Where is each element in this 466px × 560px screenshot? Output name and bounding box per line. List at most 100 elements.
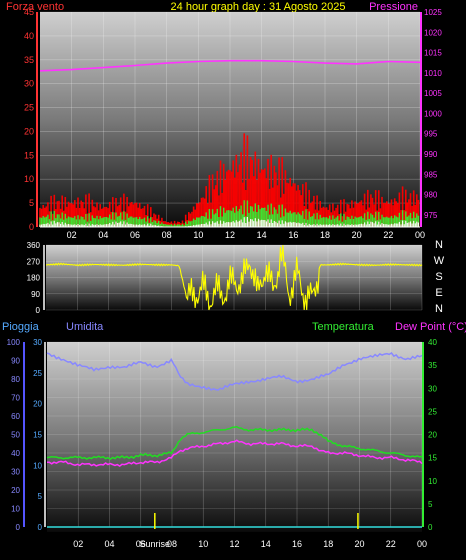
wind-min-series-bar (266, 221, 267, 227)
wind-min-series-bar (291, 223, 292, 227)
wind-min-series-bar (212, 221, 213, 227)
x-tick-label: 22 (383, 230, 393, 240)
wind-min-series-bar (123, 221, 124, 227)
x-tick-label: 00 (415, 230, 425, 240)
wind-min-series-bar (225, 223, 226, 227)
wind-min-series-bar (370, 222, 371, 227)
compass-label: N (435, 303, 443, 315)
wind-min-series-bar (374, 223, 375, 227)
y2-tick-label: 985 (424, 170, 438, 179)
humidity-tick-label: 0 (16, 523, 21, 532)
x-tick-label: 20 (352, 230, 362, 240)
humidity-tick-label: 20 (11, 486, 20, 495)
wind-min-series-bar (247, 217, 248, 227)
y-tick-label: 45 (24, 7, 34, 17)
x-tick-label: 22 (386, 539, 396, 549)
wind-min-series-bar (242, 222, 243, 227)
wind-min-series-bar (408, 222, 409, 227)
y2-tick-label: 990 (424, 150, 438, 159)
wind-min-series-bar (58, 222, 59, 227)
wind-min-series-bar (51, 221, 52, 227)
wind-min-series-bar (286, 223, 287, 228)
wind-min-series-bar (412, 224, 413, 228)
y-tick-label: 360 (27, 241, 41, 250)
temp-tick-label: 30 (428, 384, 437, 393)
wind-min-series-bar (258, 219, 259, 227)
y-tick-label: 10 (24, 174, 34, 184)
x-tick-label: 20 (354, 539, 364, 549)
wind-min-series-bar (120, 221, 121, 227)
wind-min-series-bar (47, 223, 48, 227)
y-tick-label: 30 (24, 79, 34, 89)
dewpoint-axis-title: Dew Point (°C) (395, 321, 466, 333)
y2-tick-label: 1010 (424, 69, 442, 78)
wind-min-series-bar (233, 221, 234, 227)
wind-min-series-bar (228, 222, 229, 227)
y-tick-label: 15 (24, 150, 34, 160)
rain-axis-title: Pioggia (2, 321, 40, 333)
compass-label: S (435, 271, 442, 283)
y-tick-label: 0 (29, 222, 34, 232)
wind-avg-series-bar (185, 222, 186, 227)
compass-labels: N W S E N (434, 239, 445, 315)
wind-min-series-bar (413, 221, 414, 227)
wind-min-series-bar (209, 221, 210, 227)
wind-min-series-bar (415, 223, 416, 227)
x-tick-label: 06 (130, 230, 140, 240)
wind-min-series-bar (112, 222, 113, 227)
wind-min-series-bar (375, 221, 376, 227)
sunrise-label: Sunrise (140, 539, 171, 549)
temp-tick-label: 5 (428, 500, 433, 509)
wind-min-series-bar (62, 222, 63, 227)
wind-min-series-bar (418, 223, 419, 228)
wind-min-series-bar (239, 221, 240, 227)
wind-min-series-bar (397, 224, 398, 227)
wind-min-series-bar (274, 221, 275, 227)
wind-min-series-bar (293, 222, 294, 227)
humidity-tick-label: 60 (11, 412, 20, 421)
temp-tick-label: 35 (428, 361, 437, 370)
wind-min-series-bar (255, 218, 256, 227)
wind-min-series-bar (305, 223, 306, 227)
x-tick-label: 18 (323, 539, 333, 549)
y2-tick-label: 1015 (424, 49, 442, 58)
y2-tick-label: 1005 (424, 89, 442, 98)
wind-min-series-bar (252, 219, 253, 227)
y-tick-label: 5 (29, 198, 34, 208)
wind-min-series-bar (260, 220, 261, 227)
wind-min-series-bar (237, 222, 238, 227)
y-tick-label: 25 (24, 103, 34, 113)
temp-tick-label: 20 (428, 431, 437, 440)
wind-min-series-bar (248, 222, 249, 227)
humidity-tick-label: 50 (11, 431, 20, 440)
wind-min-series-bar (399, 222, 400, 227)
wind-min-series-bar (256, 221, 257, 227)
wind-min-series-bar (214, 223, 215, 227)
wind-min-series-bar (54, 221, 55, 227)
wind-min-series-bar (57, 222, 58, 227)
rain-tick-label: 15 (33, 431, 42, 440)
x-tick-label: 00 (417, 539, 427, 549)
temp-tick-label: 10 (428, 477, 437, 486)
chart-title: 24 hour graph day : 31 Agosto 2025 (171, 1, 346, 13)
temperature-axis-title: Temperatura (312, 321, 375, 333)
wind-min-series-bar (264, 220, 265, 227)
rain-tick-label: 10 (33, 461, 42, 470)
wind-min-series-bar (277, 223, 278, 227)
compass-label: E (435, 287, 442, 299)
wind-min-series-bar (65, 223, 66, 227)
wind-min-series-bar (402, 221, 403, 228)
wind-min-series-bar (119, 223, 120, 227)
humidity-axis-title: Umidita (66, 321, 104, 333)
wind-min-series-bar (364, 222, 365, 227)
wind-min-series-bar (298, 223, 299, 227)
wind-min-series-bar (89, 224, 90, 227)
wind-min-series-bar (407, 223, 408, 227)
wind-min-series-bar (290, 222, 291, 227)
rain-tick-label: 5 (38, 492, 43, 501)
y-tick-label: 0 (36, 306, 41, 315)
wind-min-series-bar (217, 221, 218, 227)
wind-min-series-bar (115, 222, 116, 227)
wind-min-series-bar (378, 222, 379, 227)
